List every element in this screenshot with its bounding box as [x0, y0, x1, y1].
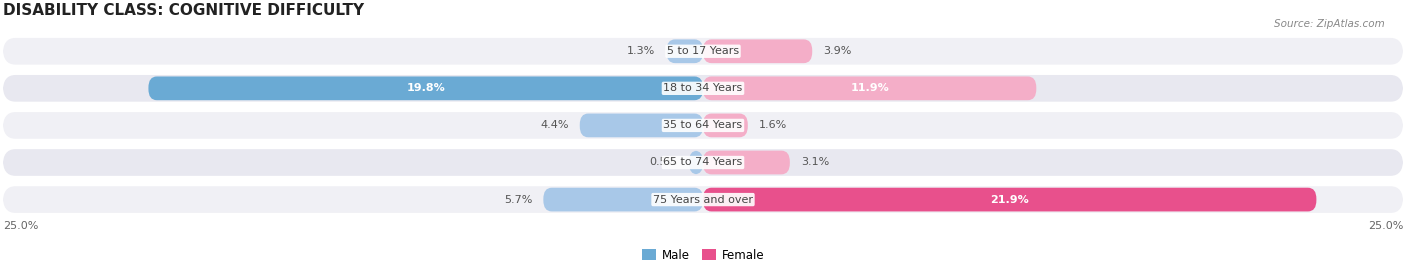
- FancyBboxPatch shape: [703, 151, 790, 174]
- Text: 5.7%: 5.7%: [503, 195, 531, 205]
- Text: 25.0%: 25.0%: [1368, 221, 1403, 231]
- FancyBboxPatch shape: [543, 188, 703, 211]
- FancyBboxPatch shape: [689, 151, 703, 174]
- Text: Source: ZipAtlas.com: Source: ZipAtlas.com: [1274, 19, 1385, 29]
- Text: 3.9%: 3.9%: [824, 46, 852, 56]
- Text: 3.1%: 3.1%: [801, 157, 830, 167]
- Text: 21.9%: 21.9%: [990, 195, 1029, 205]
- FancyBboxPatch shape: [703, 39, 813, 63]
- FancyBboxPatch shape: [579, 114, 703, 137]
- FancyBboxPatch shape: [3, 186, 1403, 213]
- Text: 5 to 17 Years: 5 to 17 Years: [666, 46, 740, 56]
- Text: 18 to 34 Years: 18 to 34 Years: [664, 83, 742, 93]
- FancyBboxPatch shape: [703, 188, 1316, 211]
- FancyBboxPatch shape: [3, 75, 1403, 102]
- Text: 75 Years and over: 75 Years and over: [652, 195, 754, 205]
- Text: 4.4%: 4.4%: [540, 120, 568, 130]
- FancyBboxPatch shape: [703, 76, 1036, 100]
- Text: 1.3%: 1.3%: [627, 46, 655, 56]
- Text: 19.8%: 19.8%: [406, 83, 446, 93]
- Text: 35 to 64 Years: 35 to 64 Years: [664, 120, 742, 130]
- FancyBboxPatch shape: [149, 76, 703, 100]
- FancyBboxPatch shape: [3, 149, 1403, 176]
- Text: 1.6%: 1.6%: [759, 120, 787, 130]
- Text: DISABILITY CLASS: COGNITIVE DIFFICULTY: DISABILITY CLASS: COGNITIVE DIFFICULTY: [3, 3, 364, 18]
- FancyBboxPatch shape: [3, 38, 1403, 65]
- FancyBboxPatch shape: [3, 112, 1403, 139]
- FancyBboxPatch shape: [703, 114, 748, 137]
- Text: 65 to 74 Years: 65 to 74 Years: [664, 157, 742, 167]
- Text: 0.5%: 0.5%: [650, 157, 678, 167]
- Legend: Male, Female: Male, Female: [637, 244, 769, 266]
- FancyBboxPatch shape: [666, 39, 703, 63]
- Text: 11.9%: 11.9%: [851, 83, 889, 93]
- Text: 25.0%: 25.0%: [3, 221, 38, 231]
